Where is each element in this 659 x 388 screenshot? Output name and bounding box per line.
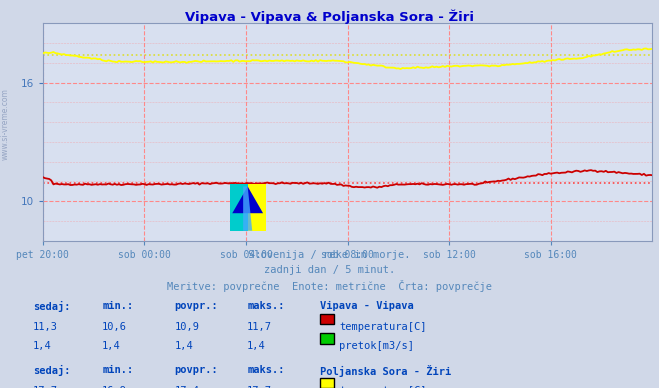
Text: 16,9: 16,9 [102, 386, 127, 388]
Text: 1,4: 1,4 [102, 341, 121, 352]
Text: 1,4: 1,4 [247, 341, 266, 352]
Text: 17,7: 17,7 [33, 386, 58, 388]
Text: Vipava - Vipava & Poljanska Sora - Žiri: Vipava - Vipava & Poljanska Sora - Žiri [185, 10, 474, 24]
Text: 17,7: 17,7 [247, 386, 272, 388]
Text: povpr.:: povpr.: [175, 365, 218, 375]
Text: www.si-vreme.com: www.si-vreme.com [1, 88, 10, 160]
Text: pretok[m3/s]: pretok[m3/s] [339, 341, 415, 352]
Text: sedaj:: sedaj: [33, 301, 71, 312]
Text: 11,3: 11,3 [33, 322, 58, 332]
Text: 17,4: 17,4 [175, 386, 200, 388]
Text: min.:: min.: [102, 301, 133, 311]
Text: Poljanska Sora - Žiri: Poljanska Sora - Žiri [320, 365, 451, 377]
Text: 11,7: 11,7 [247, 322, 272, 332]
Text: 10,6: 10,6 [102, 322, 127, 332]
Text: temperatura[C]: temperatura[C] [339, 386, 427, 388]
Text: maks.:: maks.: [247, 301, 285, 311]
Text: 10,9: 10,9 [175, 322, 200, 332]
Text: Vipava - Vipava: Vipava - Vipava [320, 301, 413, 311]
Text: povpr.:: povpr.: [175, 301, 218, 311]
Text: 1,4: 1,4 [33, 341, 51, 352]
Text: zadnji dan / 5 minut.: zadnji dan / 5 minut. [264, 265, 395, 275]
Text: temperatura[C]: temperatura[C] [339, 322, 427, 332]
Text: Meritve: povprečne  Enote: metrične  Črta: povprečje: Meritve: povprečne Enote: metrične Črta:… [167, 280, 492, 292]
Text: min.:: min.: [102, 365, 133, 375]
Text: 1,4: 1,4 [175, 341, 193, 352]
Bar [229, 184, 248, 231]
Polygon shape [232, 187, 263, 213]
Text: maks.:: maks.: [247, 365, 285, 375]
Bar [248, 184, 266, 231]
Text: sedaj:: sedaj: [33, 365, 71, 376]
Polygon shape [243, 187, 252, 231]
Text: Slovenija / reke in morje.: Slovenija / reke in morje. [248, 250, 411, 260]
